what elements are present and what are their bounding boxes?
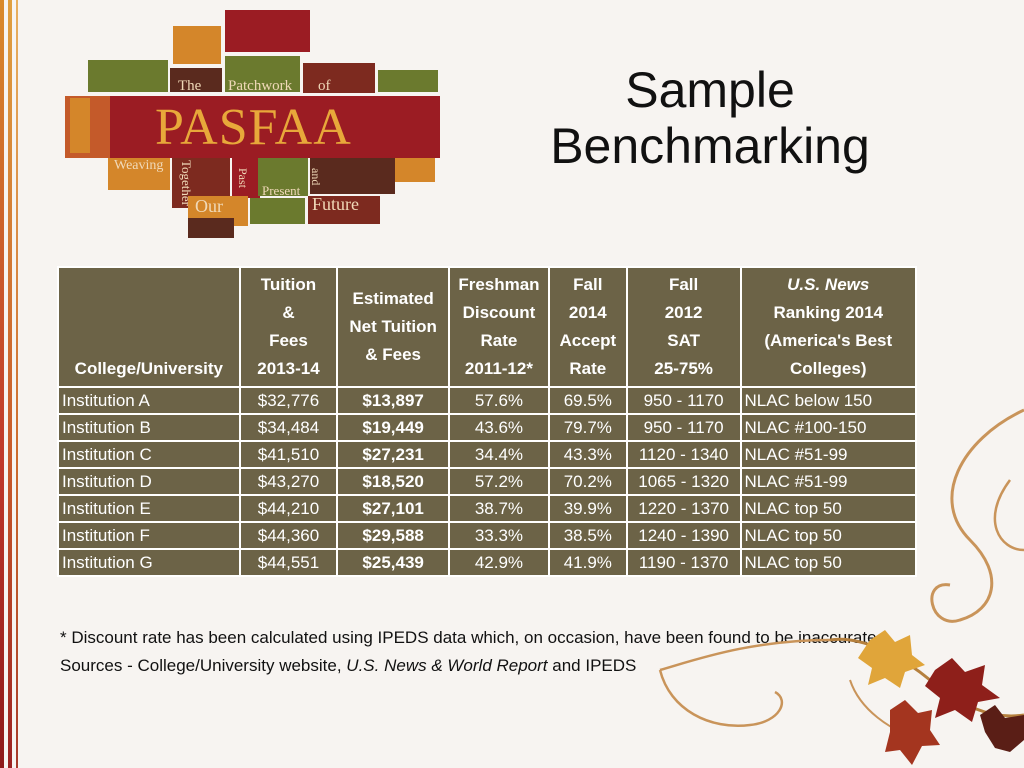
cell-sat: 1065 - 1320 (625, 467, 742, 496)
cell-sat: 950 - 1170 (625, 413, 742, 442)
title-line-1: Sample (625, 62, 795, 118)
logo-name: PASFAA (155, 99, 352, 156)
cell-discount-rate: 57.6% (448, 386, 550, 415)
cell-tuition: $41,510 (238, 440, 339, 469)
cell-sat: 1190 - 1370 (625, 548, 742, 577)
cell-net-tuition: $18,520 (336, 467, 450, 496)
table-row: Institution C $41,510 $27,231 34.4% 43.3% 112… (57, 440, 917, 469)
benchmark-table: College/University Tuition & Fees 2013-14 … (57, 266, 917, 577)
header-tuition: Tuition & Fees 2013-14 (238, 266, 339, 388)
discount-footnote: * Discount rate has been calculated usin… (60, 628, 882, 647)
cell-sat: 1120 - 1340 (625, 440, 742, 469)
logo-word-patchwork: Patchwork (228, 78, 293, 94)
header-accept-rate: Fall 2014 Accept Rate (547, 266, 628, 388)
cell-discount-rate: 33.3% (448, 521, 550, 550)
logo-word-our: Our (195, 196, 223, 216)
cell-college: Institution C (57, 440, 241, 469)
left-stripe-1 (0, 0, 4, 768)
cell-college: Institution D (57, 467, 241, 496)
header-discount-rate: Freshman Discount Rate 2011-12* (448, 266, 550, 388)
cell-accept-rate: 70.2% (547, 467, 628, 496)
cell-accept-rate: 41.9% (547, 548, 628, 577)
table-row: Institution D $43,270 $18,520 57.2% 70.2% 106… (57, 467, 917, 496)
decorative-vine (658, 408, 1024, 765)
footnotes: * Discount rate has been calculated usin… (60, 624, 881, 680)
left-stripe-2 (8, 0, 12, 768)
cell-usnews-ranking: NLAC below 150 (739, 386, 917, 415)
cell-discount-rate: 38.7% (448, 494, 550, 523)
table-row: Institution E $44,210 $27,101 38.7% 39.9% 122… (57, 494, 917, 523)
header-usnews-ranking: U.S. News Ranking 2014 (America's Best Col… (739, 266, 917, 388)
cell-college: Institution A (57, 386, 241, 415)
logo-word-the: The (178, 78, 202, 94)
logo-word-together: Together (179, 160, 194, 207)
logo-word-of: of (318, 78, 331, 94)
cell-usnews-ranking: NLAC #100-150 (739, 413, 917, 442)
cell-accept-rate: 69.5% (547, 386, 628, 415)
cell-tuition: $44,360 (238, 521, 339, 550)
logo-word-past: Past (236, 168, 250, 189)
cell-sat: 950 - 1170 (625, 386, 742, 415)
cell-tuition: $44,210 (238, 494, 339, 523)
logo-word-and: and (309, 168, 323, 186)
cell-college: Institution F (57, 521, 241, 550)
cell-net-tuition: $27,231 (336, 440, 450, 469)
cell-usnews-ranking: NLAC top 50 (739, 494, 917, 523)
cell-net-tuition: $29,588 (336, 521, 450, 550)
cell-usnews-ranking: NLAC #51-99 (739, 440, 917, 469)
cell-discount-rate: 42.9% (448, 548, 550, 577)
cell-college: Institution G (57, 548, 241, 577)
title-line-2: Benchmarking (550, 118, 870, 174)
cell-college: Institution B (57, 413, 241, 442)
table-row: Institution B $34,484 $19,449 43.6% 79.7% 950… (57, 413, 917, 442)
page-title: Sample Benchmarking (515, 62, 905, 174)
cell-usnews-ranking: NLAC top 50 (739, 521, 917, 550)
cell-discount-rate: 43.6% (448, 413, 550, 442)
header-net-tuition: Estimated Net Tuition & Fees (336, 266, 450, 388)
cell-discount-rate: 57.2% (448, 467, 550, 496)
cell-net-tuition: $27,101 (336, 494, 450, 523)
logo-word-weaving: Weaving (114, 158, 164, 173)
cell-net-tuition: $25,439 (336, 548, 450, 577)
cell-accept-rate: 79.7% (547, 413, 628, 442)
logo-word-future: Future (312, 194, 359, 214)
table-row: Institution F $44,360 $29,588 33.3% 38.5% 124… (57, 521, 917, 550)
cell-accept-rate: 39.9% (547, 494, 628, 523)
header-college: College/University (57, 266, 241, 388)
pasfaa-logo: The Patchwork of PASFAA Weaving Together… (60, 8, 445, 240)
header-sat: Fall 2012 SAT 25-75% (625, 266, 742, 388)
cell-usnews-ranking: NLAC #51-99 (739, 467, 917, 496)
cell-tuition: $34,484 (238, 413, 339, 442)
table-row: Institution A $32,776 $13,897 57.6% 69.5% 950… (57, 386, 917, 415)
left-stripe-3 (16, 0, 18, 768)
logo-word-present: Present (262, 183, 301, 198)
table-row: Institution G $44,551 $25,439 42.9% 41.9% 119… (57, 548, 917, 577)
cell-discount-rate: 34.4% (448, 440, 550, 469)
cell-sat: 1220 - 1370 (625, 494, 742, 523)
cell-tuition: $32,776 (238, 386, 339, 415)
cell-tuition: $44,551 (238, 548, 339, 577)
table-header-row: College/University Tuition & Fees 2013-14 … (57, 266, 917, 388)
cell-college: Institution E (57, 494, 241, 523)
cell-sat: 1240 - 1390 (625, 521, 742, 550)
cell-net-tuition: $19,449 (336, 413, 450, 442)
cell-accept-rate: 38.5% (547, 521, 628, 550)
cell-accept-rate: 43.3% (547, 440, 628, 469)
cell-usnews-ranking: NLAC top 50 (739, 548, 917, 577)
hashtag-icon (70, 98, 90, 153)
sources-note: Sources - College/University website, U.… (60, 656, 637, 675)
cell-net-tuition: $13,897 (336, 386, 450, 415)
cell-tuition: $43,270 (238, 467, 339, 496)
